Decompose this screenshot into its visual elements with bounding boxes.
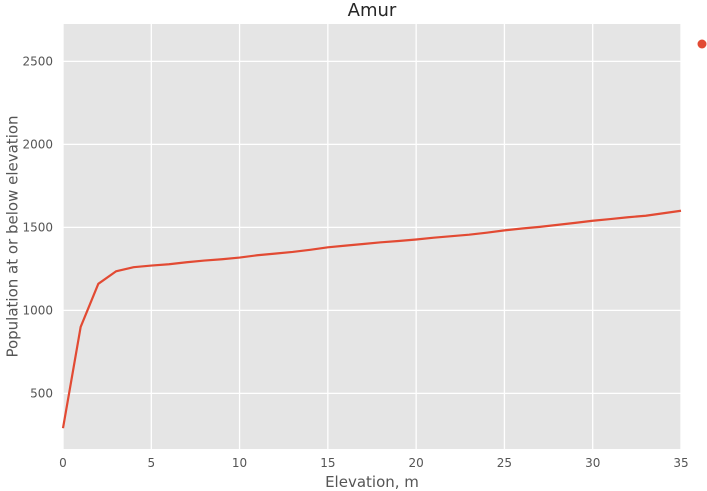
y-tick-label: 1500 <box>22 220 53 234</box>
y-tick-label: 2000 <box>22 137 53 151</box>
series-layer <box>61 209 682 429</box>
x-tick-label: 35 <box>673 456 688 470</box>
x-tick-label: 20 <box>409 456 424 470</box>
y-tick-label: 500 <box>30 386 53 400</box>
legend-marker <box>697 39 707 49</box>
grid <box>62 24 682 449</box>
x-axis-label: Elevation, m <box>325 473 419 491</box>
y-tick-labels: 500 1000 1500 2000 2500 <box>22 54 53 400</box>
y-axis-label: Population at or below elevation <box>4 115 22 357</box>
x-tick-labels: 0 5 10 15 20 25 30 35 <box>59 456 688 470</box>
x-tick-label: 25 <box>497 456 512 470</box>
x-tick-label: 0 <box>59 456 67 470</box>
series-line <box>61 209 682 429</box>
x-tick-label: 30 <box>585 456 600 470</box>
plot-background <box>63 24 681 449</box>
x-tick-label: 10 <box>232 456 247 470</box>
x-tick-label: 5 <box>147 456 155 470</box>
y-tick-label: 1000 <box>22 303 53 317</box>
y-tick-label: 2500 <box>22 54 53 68</box>
x-tick-label: 15 <box>320 456 335 470</box>
chart-title: Amur <box>348 0 397 21</box>
